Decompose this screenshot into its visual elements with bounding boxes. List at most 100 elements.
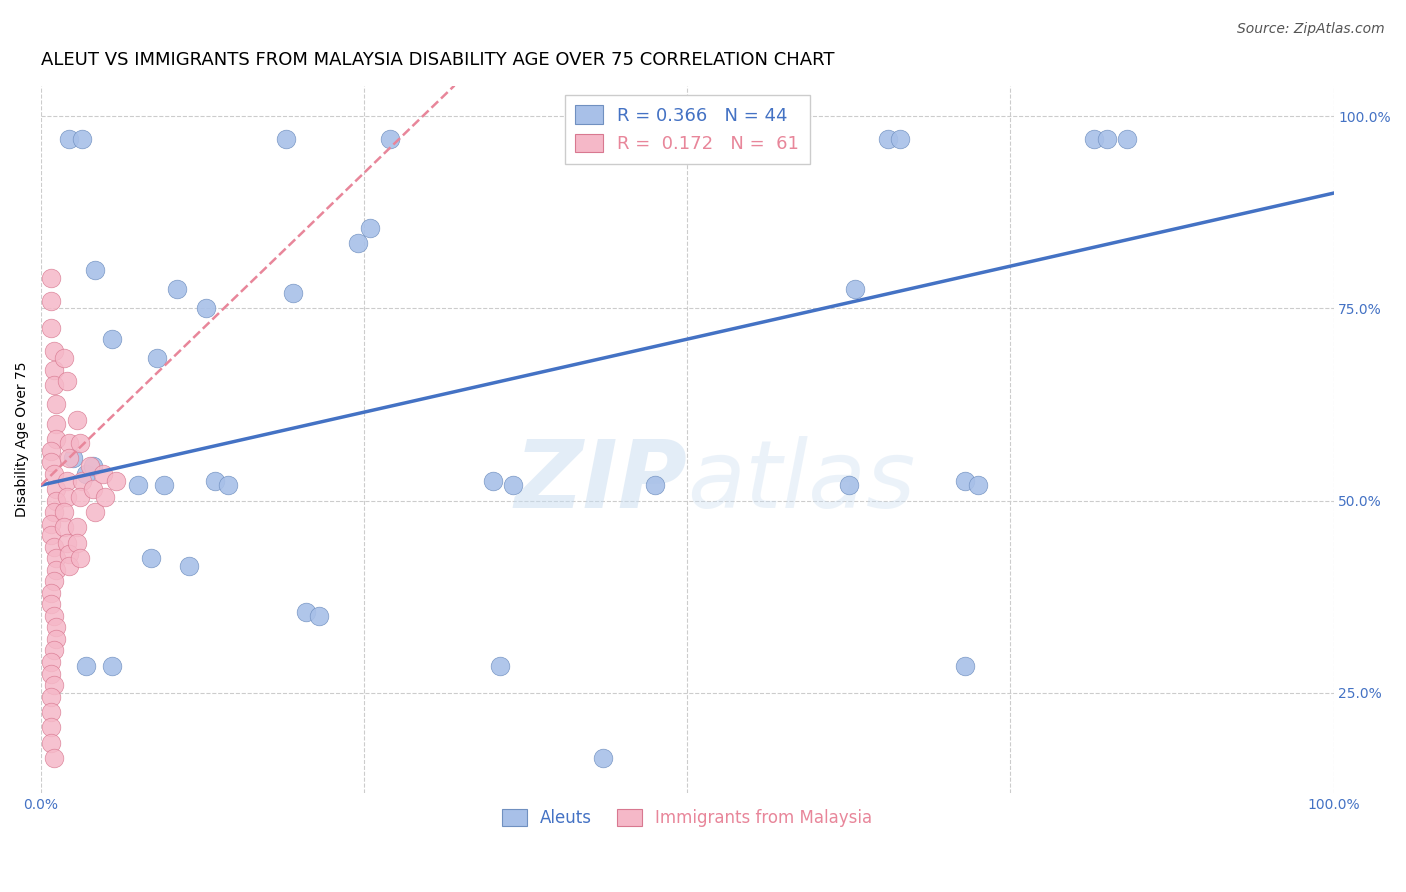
Point [42, 643, 65, 657]
Point [45, 397, 67, 411]
Point [55, 490, 77, 504]
Point [45, 417, 67, 431]
Point [42, 343, 65, 358]
Point [281, 286, 304, 301]
Text: ALEUT VS IMMIGRANTS FROM MALAYSIA DISABILITY AGE OVER 75 CORRELATION CHART: ALEUT VS IMMIGRANTS FROM MALAYSIA DISABI… [41, 51, 834, 69]
Point [139, 551, 162, 566]
Point [146, 351, 169, 366]
Point [39, 320, 62, 334]
Point [702, 132, 724, 146]
Point [488, 658, 510, 673]
Point [45, 563, 67, 577]
Point [94, 490, 117, 504]
Point [39, 528, 62, 542]
Point [82, 482, 104, 496]
Point [39, 666, 62, 681]
Point [42, 363, 65, 377]
Point [104, 475, 127, 489]
Point [953, 658, 976, 673]
Point [75, 467, 97, 481]
Point [276, 132, 298, 146]
Point [42, 467, 65, 481]
Point [844, 282, 866, 296]
Point [45, 632, 67, 646]
Point [39, 293, 62, 308]
Text: Source: ZipAtlas.com: Source: ZipAtlas.com [1237, 22, 1385, 37]
Point [66, 536, 89, 550]
Point [39, 736, 62, 750]
Point [359, 220, 381, 235]
Point [69, 436, 91, 450]
Point [152, 478, 174, 492]
Point [53, 351, 76, 366]
Point [1083, 132, 1105, 146]
Point [45, 482, 67, 496]
Point [58, 132, 80, 146]
Point [70, 132, 93, 146]
Point [39, 270, 62, 285]
Point [42, 574, 65, 589]
Point [45, 551, 67, 566]
Point [45, 432, 67, 446]
Point [39, 443, 62, 458]
Point [42, 608, 65, 623]
Point [53, 520, 76, 534]
Point [45, 620, 67, 634]
Point [82, 458, 104, 473]
Point [39, 455, 62, 469]
Point [55, 536, 77, 550]
Point [42, 505, 65, 519]
Point [195, 301, 218, 316]
Point [66, 413, 89, 427]
Point [482, 475, 505, 489]
Point [39, 516, 62, 531]
Point [79, 458, 101, 473]
Point [39, 655, 62, 669]
Point [346, 236, 368, 251]
Point [39, 690, 62, 704]
Point [66, 520, 89, 534]
Point [55, 475, 77, 489]
Text: atlas: atlas [688, 436, 915, 527]
Point [502, 478, 524, 492]
Point [127, 478, 149, 492]
Point [58, 548, 80, 562]
Point [179, 558, 201, 573]
Point [42, 678, 65, 692]
Point [889, 132, 911, 146]
Point [166, 282, 188, 296]
Point [644, 478, 666, 492]
Point [91, 467, 114, 481]
Point [378, 132, 401, 146]
Point [58, 451, 80, 466]
Point [70, 475, 93, 489]
Point [838, 478, 860, 492]
Text: ZIP: ZIP [515, 435, 688, 527]
Point [39, 720, 62, 734]
Point [58, 558, 80, 573]
Point [953, 475, 976, 489]
Point [1097, 132, 1119, 146]
Y-axis label: Disability Age Over 75: Disability Age Over 75 [15, 361, 30, 516]
Point [39, 705, 62, 719]
Point [592, 751, 614, 765]
Point [217, 478, 239, 492]
Point [62, 451, 84, 466]
Point [84, 505, 107, 519]
Point [967, 478, 990, 492]
Point [39, 598, 62, 612]
Point [721, 132, 744, 146]
Point [101, 658, 124, 673]
Point [84, 263, 107, 277]
Point [53, 505, 76, 519]
Point [69, 490, 91, 504]
Point [101, 332, 124, 346]
Legend: Aleuts, Immigrants from Malaysia: Aleuts, Immigrants from Malaysia [495, 802, 879, 834]
Point [42, 751, 65, 765]
Point [75, 658, 97, 673]
Point [204, 475, 226, 489]
Point [69, 551, 91, 566]
Point [1115, 132, 1137, 146]
Point [58, 436, 80, 450]
Point [55, 375, 77, 389]
